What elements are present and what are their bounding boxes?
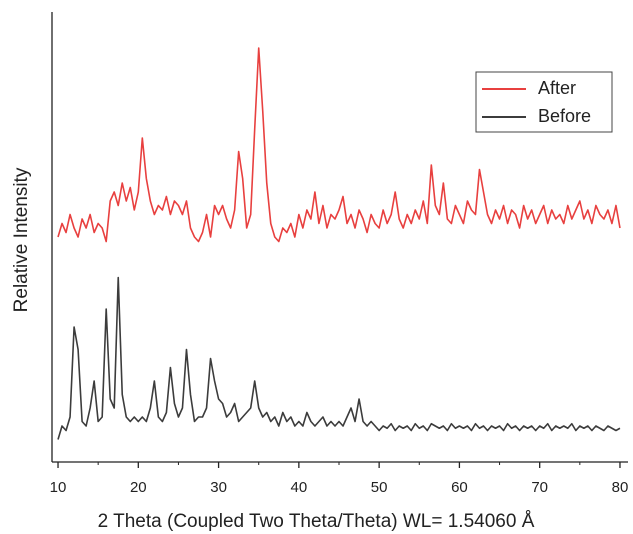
legend-label: Before	[538, 106, 591, 126]
y-axis-label: Relative Intensity	[11, 167, 32, 312]
series-line	[57, 47, 621, 243]
x-tick-label: 50	[371, 479, 388, 496]
x-tick-label: 30	[210, 479, 227, 496]
series-line	[57, 276, 621, 440]
x-tick-label: 40	[291, 479, 308, 496]
x-tick-label: 20	[130, 479, 147, 496]
x-tick-label: 60	[451, 479, 468, 496]
x-tick-label: 10	[50, 479, 67, 496]
x-tick-label: 80	[612, 479, 629, 496]
legend-box	[475, 71, 613, 133]
legend-label: After	[538, 78, 576, 98]
x-tick-label: 70	[531, 479, 548, 496]
x-axis-label: 2 Theta (Coupled Two Theta/Theta) WL= 1.…	[98, 511, 535, 532]
